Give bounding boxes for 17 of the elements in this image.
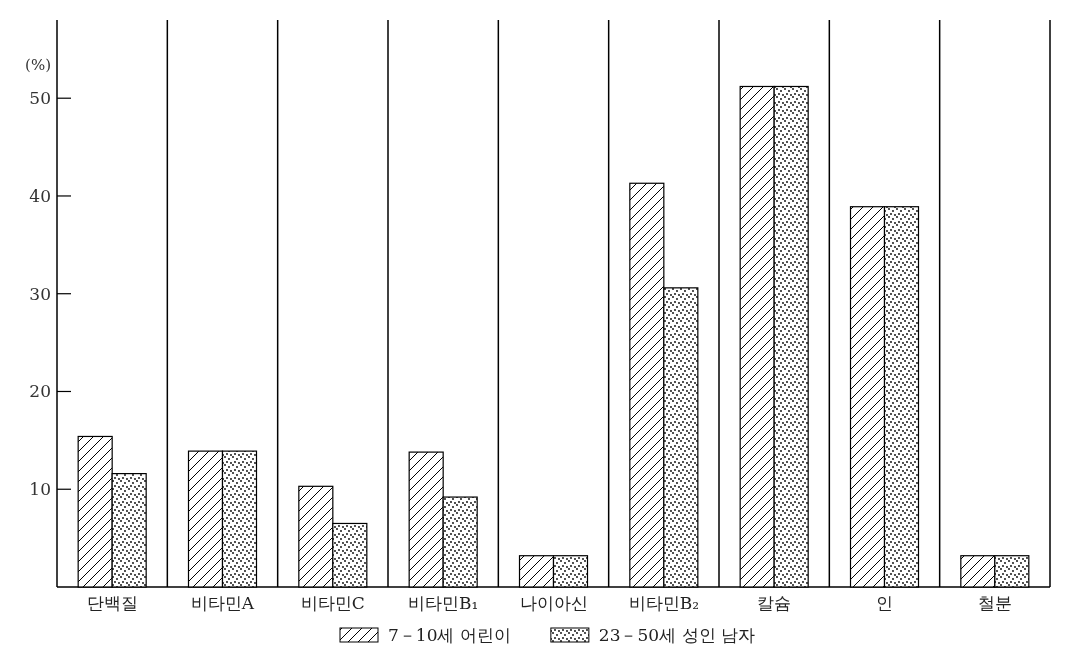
legend-label: 7－10세 어린이 [388, 625, 511, 645]
y-tick-label: 40 [29, 185, 51, 206]
x-tick-label: 비타민C [300, 593, 365, 613]
x-tick-label: 단백질 [86, 593, 138, 613]
x-tick-label: 철분 [977, 593, 1012, 613]
legend-label: 23－50세 성인 남자 [598, 625, 755, 645]
y-tick-label: 30 [29, 283, 51, 304]
x-tick-label: 비타민A [190, 593, 255, 613]
y-tick-label: 50 [29, 88, 51, 109]
x-tick-label: 나이아신 [519, 593, 588, 613]
x-tick-label: 비타민B₂ [628, 593, 699, 613]
x-tick-label: 인 [876, 593, 893, 613]
y-tick-label: 20 [29, 381, 51, 402]
y-axis-title: (%) [25, 56, 51, 75]
y-tick-label: 10 [29, 479, 51, 500]
x-tick-label: 칼슘 [757, 593, 792, 613]
x-tick-label: 비타민B₁ [408, 593, 479, 613]
